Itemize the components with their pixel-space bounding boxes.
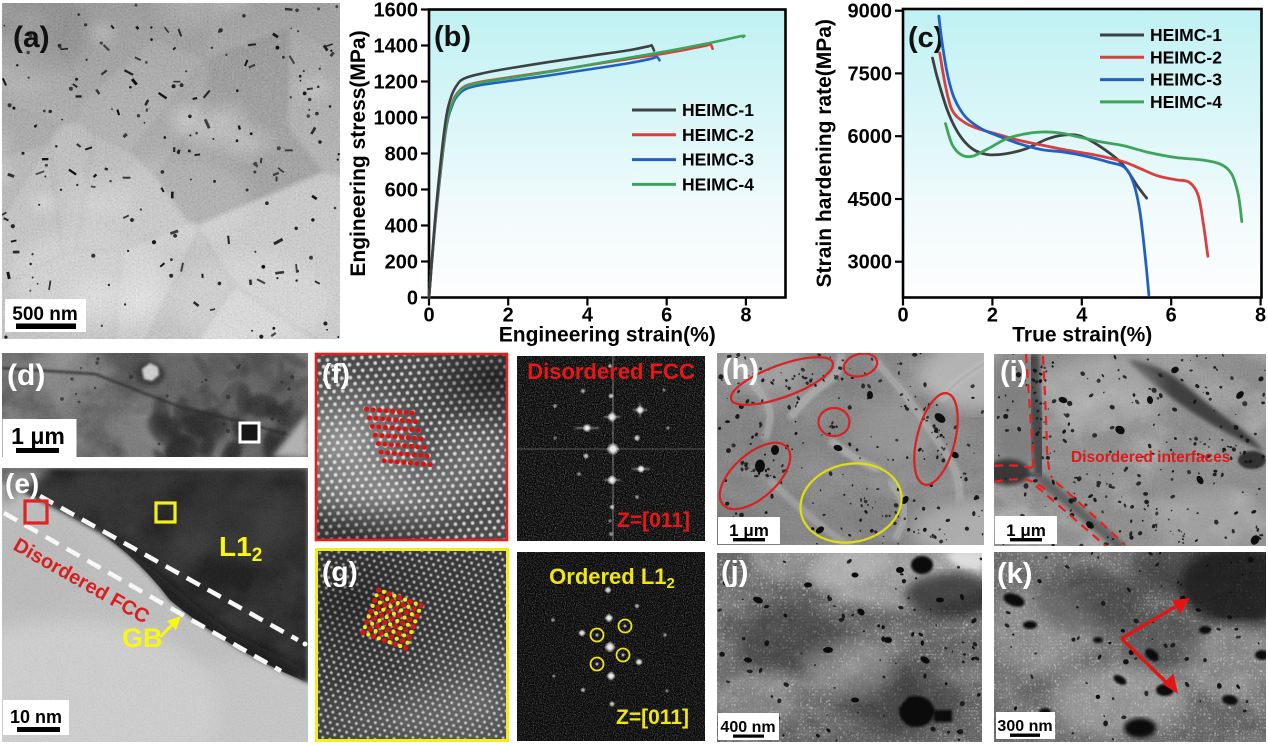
- svg-text:Ordered L12: Ordered L12: [549, 564, 675, 592]
- svg-text:6000: 6000: [848, 126, 893, 148]
- svg-text:True strain(%): True strain(%): [1012, 324, 1152, 347]
- svg-text:8: 8: [1255, 305, 1266, 327]
- svg-text:8: 8: [740, 305, 751, 327]
- svg-text:Engineering stress(MPa): Engineering stress(MPa): [347, 30, 370, 276]
- svg-text:HEIMC-2: HEIMC-2: [1150, 47, 1222, 67]
- svg-text:2: 2: [503, 305, 514, 327]
- svg-text:400 nm: 400 nm: [720, 719, 775, 736]
- svg-text:1 μm: 1 μm: [11, 423, 65, 449]
- svg-text:HEIMC-4: HEIMC-4: [1150, 92, 1222, 112]
- svg-text:(a): (a): [13, 21, 50, 54]
- svg-text:GB: GB: [122, 623, 163, 653]
- svg-text:200: 200: [385, 252, 418, 274]
- svg-text:(i): (i): [1000, 356, 1027, 388]
- svg-text:HEIMC-3: HEIMC-3: [682, 150, 754, 170]
- svg-text:HEIMC-1: HEIMC-1: [682, 100, 754, 120]
- svg-text:1 μm: 1 μm: [1006, 521, 1046, 540]
- svg-text:(g): (g): [322, 556, 358, 587]
- svg-text:Strain hardening rate(MPa): Strain hardening rate(MPa): [813, 19, 836, 287]
- svg-text:HEIMC-4: HEIMC-4: [682, 174, 754, 194]
- svg-text:1600: 1600: [374, 0, 419, 22]
- svg-text:6: 6: [1166, 305, 1177, 327]
- svg-text:(b): (b): [434, 21, 471, 53]
- svg-text:(f): (f): [322, 358, 350, 389]
- svg-text:HEIMC-2: HEIMC-2: [682, 125, 754, 145]
- svg-text:400: 400: [385, 216, 418, 238]
- svg-text:(e): (e): [5, 468, 39, 499]
- svg-text:3000: 3000: [848, 252, 893, 274]
- svg-text:1000: 1000: [374, 108, 419, 130]
- svg-text:(h): (h): [722, 354, 759, 386]
- svg-text:(d): (d): [7, 359, 45, 392]
- svg-text:9000: 9000: [848, 1, 893, 23]
- svg-text:1 μm: 1 μm: [729, 521, 769, 540]
- svg-text:(j): (j): [721, 556, 748, 588]
- svg-text:(c): (c): [908, 22, 943, 54]
- svg-text:4: 4: [582, 305, 594, 327]
- svg-text:4500: 4500: [848, 189, 893, 211]
- svg-text:Disordered FCC: Disordered FCC: [527, 359, 695, 384]
- svg-text:500 nm: 500 nm: [12, 304, 77, 325]
- svg-text:1400: 1400: [374, 36, 419, 58]
- svg-text:2: 2: [987, 305, 998, 327]
- svg-text:0: 0: [897, 305, 908, 327]
- svg-text:Z=[011]: Z=[011]: [617, 509, 690, 532]
- svg-text:HEIMC-3: HEIMC-3: [1150, 70, 1222, 90]
- svg-text:(k): (k): [997, 558, 1032, 590]
- svg-text:600: 600: [385, 180, 418, 202]
- svg-text:4: 4: [1076, 305, 1088, 327]
- svg-text:Engineering strain(%): Engineering strain(%): [499, 324, 716, 347]
- svg-text:7500: 7500: [848, 63, 893, 85]
- svg-text:Disordered interfaces: Disordered interfaces: [1071, 449, 1230, 466]
- svg-text:0: 0: [407, 288, 418, 310]
- svg-text:800: 800: [385, 144, 418, 166]
- svg-text:0: 0: [423, 305, 434, 327]
- svg-text:1200: 1200: [374, 72, 419, 94]
- svg-text:HEIMC-1: HEIMC-1: [1150, 25, 1222, 45]
- svg-text:Z=[011]: Z=[011]: [616, 706, 689, 729]
- svg-text:300 nm: 300 nm: [997, 718, 1052, 735]
- svg-text:10 nm: 10 nm: [10, 707, 62, 727]
- svg-text:6: 6: [661, 305, 672, 327]
